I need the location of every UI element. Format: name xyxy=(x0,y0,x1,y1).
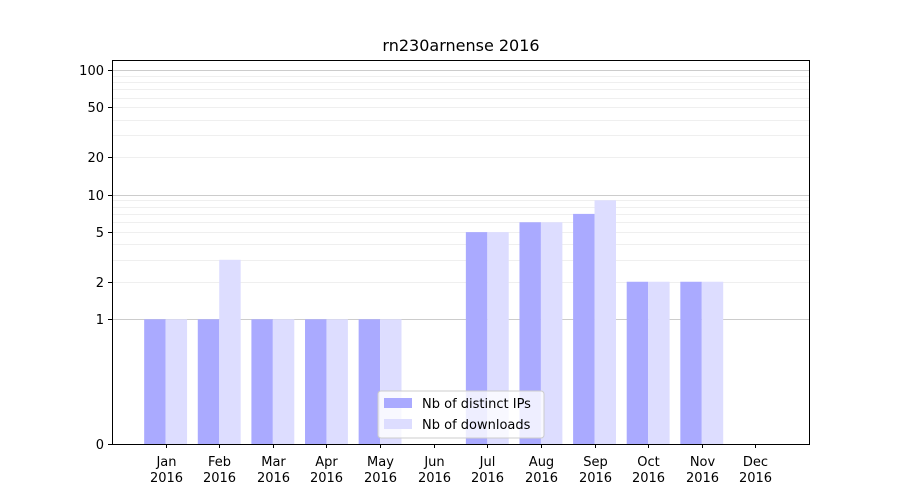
x-tick-label-year: 2016 xyxy=(739,471,772,486)
x-tick-label-year: 2016 xyxy=(579,471,612,486)
bar-distinct-ips xyxy=(573,213,595,444)
x-tick-label-year: 2016 xyxy=(364,471,397,486)
bar-downloads xyxy=(540,222,563,444)
x-tick-label-month: Feb xyxy=(208,455,231,470)
x-tick-label-month: Jun xyxy=(423,455,444,470)
bar-downloads xyxy=(272,319,295,444)
x-tick-label-year: 2016 xyxy=(257,471,290,486)
x-tick-label-year: 2016 xyxy=(310,471,343,486)
x-tick-label-year: 2016 xyxy=(418,471,451,486)
bar-distinct-ips xyxy=(197,319,220,444)
legend-label-distinct-ips: Nb of distinct IPs xyxy=(422,397,531,412)
plot-frame xyxy=(112,60,810,445)
chart-title: rn230arnense 2016 xyxy=(382,36,539,55)
y-tick-label: 100 xyxy=(79,64,104,79)
bar-downloads xyxy=(326,319,348,444)
x-tick-label-month: May xyxy=(367,455,394,470)
bar-downloads xyxy=(701,281,724,444)
x-tick-label-month: Nov xyxy=(690,455,716,470)
grid-layer xyxy=(112,70,809,320)
legend: Nb of distinct IPs Nb of downloads xyxy=(377,390,545,439)
legend-swatch-distinct-ips xyxy=(384,398,412,408)
bar-distinct-ips xyxy=(519,222,541,444)
y-tick-label: 50 xyxy=(87,101,104,116)
bar-distinct-ips xyxy=(144,319,166,444)
y-tick-label: 5 xyxy=(96,226,104,241)
x-tick-label-year: 2016 xyxy=(203,471,236,486)
y-tick-label: 10 xyxy=(87,189,104,204)
y-tick-label: 2 xyxy=(96,276,104,291)
bar-distinct-ips xyxy=(680,281,702,444)
bar-distinct-ips xyxy=(251,319,273,444)
x-tick-label-month: Jul xyxy=(479,455,496,470)
bar-distinct-ips xyxy=(305,319,327,444)
bar-downloads xyxy=(648,281,670,444)
x-tick-label-year: 2016 xyxy=(632,471,665,486)
y-tick-label: 20 xyxy=(87,151,104,166)
y-axis: 0 1 2 5 10 20 50 100 xyxy=(79,64,112,453)
bar-downloads xyxy=(594,200,616,444)
x-tick-label-month: Dec xyxy=(743,455,768,470)
bar-distinct-ips xyxy=(358,319,381,444)
bar-distinct-ips xyxy=(626,281,649,444)
x-tick-label-month: Sep xyxy=(583,455,608,470)
x-tick-label-month: Apr xyxy=(315,455,338,470)
y-tick-label: 1 xyxy=(96,313,104,328)
y-tick-label: 0 xyxy=(96,438,104,453)
x-tick-label-year: 2016 xyxy=(525,471,558,486)
x-tick-label-month: Aug xyxy=(529,455,554,470)
x-tick-label-year: 2016 xyxy=(471,471,504,486)
bar-downloads xyxy=(219,259,241,444)
bar-downloads xyxy=(165,319,188,444)
x-tick-label-month: Jan xyxy=(155,455,176,470)
legend-swatch-downloads xyxy=(384,419,412,429)
legend-label-downloads: Nb of downloads xyxy=(422,418,531,433)
x-tick-label-year: 2016 xyxy=(686,471,719,486)
x-tick-label-month: Oct xyxy=(637,455,659,470)
x-tick-label-month: Mar xyxy=(261,455,286,470)
x-axis: Jan2016Feb2016Mar2016Apr2016May2016Jun20… xyxy=(150,444,772,486)
x-tick-label-year: 2016 xyxy=(150,471,183,486)
legend-box xyxy=(377,390,545,439)
